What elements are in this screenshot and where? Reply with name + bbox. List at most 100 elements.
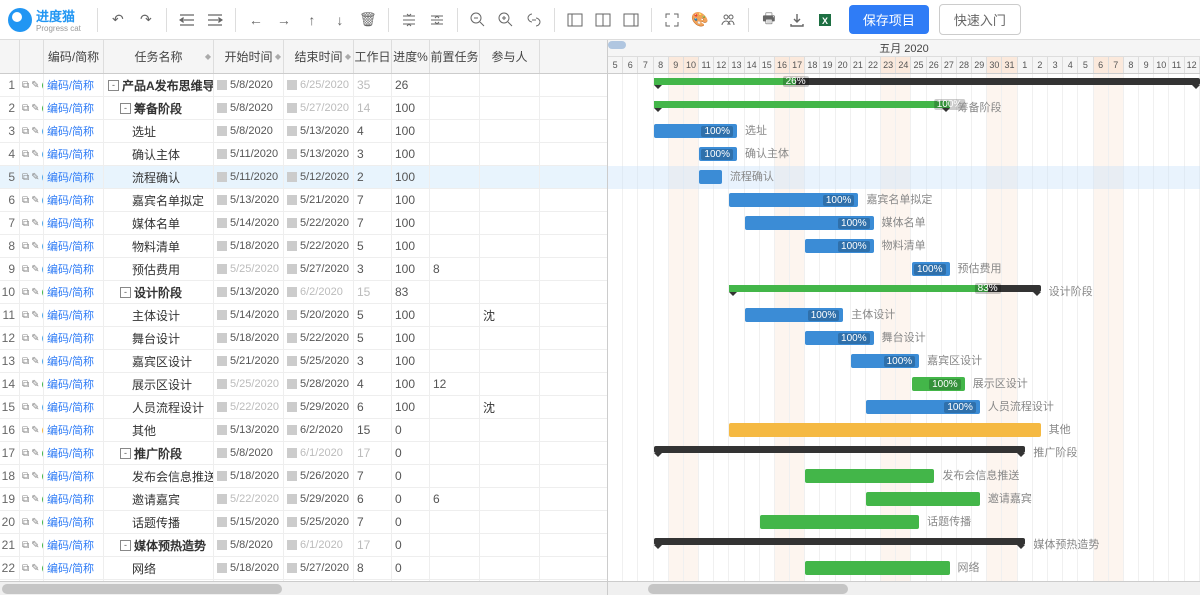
gantt-summary-bar[interactable]: 26% <box>654 78 1200 85</box>
edit-icon[interactable]: ✎ <box>31 333 39 344</box>
row-code[interactable]: 编码/简称 <box>44 327 104 349</box>
move-down-icon[interactable]: ↓ <box>328 8 352 32</box>
link-icon[interactable]: ⧉ <box>22 264 29 275</box>
outdent-icon[interactable] <box>175 8 199 32</box>
link-icon[interactable]: ⧉ <box>22 126 29 137</box>
link-icon[interactable]: ⧉ <box>22 402 29 413</box>
row-start[interactable]: 5/8/2020 <box>214 74 284 96</box>
gantt-task-bar[interactable]: 话题传播 <box>760 515 919 529</box>
link-icon[interactable]: ⧉ <box>22 471 29 482</box>
row-code[interactable]: 编码/简称 <box>44 488 104 510</box>
row-name[interactable]: 预估费用 <box>104 258 214 280</box>
row-name[interactable]: 舞台设计 <box>104 327 214 349</box>
expand-icon[interactable] <box>397 8 421 32</box>
gantt-task-bar[interactable]: 100%人员流程设计 <box>866 400 980 414</box>
row-end[interactable]: 5/22/2020 <box>284 235 354 257</box>
layout-2-icon[interactable] <box>591 8 615 32</box>
row-start[interactable]: 5/13/2020 <box>214 189 284 211</box>
row-end[interactable]: 6/2/2020 <box>284 419 354 441</box>
grid-row[interactable]: 11⧉✎编码/简称主体设计5/14/20205/20/20205100沈 <box>0 304 607 327</box>
row-end[interactable]: 5/27/2020 <box>284 258 354 280</box>
row-name[interactable]: -媒体预热造势 <box>104 534 214 556</box>
gantt-task-bar[interactable]: 100%展示区设计 <box>912 377 965 391</box>
row-start[interactable]: 5/25/2020 <box>214 373 284 395</box>
row-end[interactable]: 5/25/2020 <box>284 511 354 533</box>
row-name[interactable]: 媒体名单 <box>104 212 214 234</box>
link-icon[interactable]: ⧉ <box>22 80 29 91</box>
users-icon[interactable] <box>716 8 740 32</box>
grid-row[interactable]: 14⧉✎编码/简称展示区设计5/25/20205/28/2020410012 <box>0 373 607 396</box>
tree-toggle[interactable]: - <box>120 103 131 114</box>
excel-icon[interactable]: X <box>813 8 837 32</box>
move-up-icon[interactable]: ↑ <box>300 8 324 32</box>
edit-icon[interactable]: ✎ <box>31 356 39 367</box>
link-icon[interactable]: ⧉ <box>22 333 29 344</box>
row-code[interactable]: 编码/简称 <box>44 281 104 303</box>
gantt-task-bar[interactable]: 其他 <box>729 423 1040 437</box>
link-icon[interactable]: ⧉ <box>22 356 29 367</box>
link-icon[interactable]: ⧉ <box>22 379 29 390</box>
link-icon[interactable]: ⧉ <box>22 287 29 298</box>
edit-icon[interactable]: ✎ <box>31 402 39 413</box>
link-icon[interactable]: ⧉ <box>22 218 29 229</box>
quickstart-button[interactable]: 快速入门 <box>939 4 1021 35</box>
row-start[interactable]: 5/13/2020 <box>214 419 284 441</box>
row-name[interactable]: 嘉宾名单拟定 <box>104 189 214 211</box>
grid-hscroll[interactable] <box>0 581 607 595</box>
row-code[interactable]: 编码/简称 <box>44 350 104 372</box>
link-icon[interactable]: ⧉ <box>22 195 29 206</box>
row-name[interactable]: -设计阶段 <box>104 281 214 303</box>
row-end[interactable]: 5/20/2020 <box>284 304 354 326</box>
row-code[interactable]: 编码/简称 <box>44 258 104 280</box>
row-name[interactable]: 流程确认 <box>104 166 214 188</box>
row-end[interactable]: 5/27/2020 <box>284 97 354 119</box>
row-end[interactable]: 5/22/2020 <box>284 212 354 234</box>
edit-icon[interactable]: ✎ <box>31 540 39 551</box>
undo-icon[interactable]: ↶ <box>106 8 130 32</box>
row-name[interactable]: 话题传播 <box>104 511 214 533</box>
link-icon[interactable]: ⧉ <box>22 149 29 160</box>
edit-icon[interactable]: ✎ <box>31 287 39 298</box>
grid-row[interactable]: 6⧉✎编码/简称嘉宾名单拟定5/13/20205/21/20207100 <box>0 189 607 212</box>
header-pred[interactable]: 前置任务 <box>430 40 480 73</box>
row-end[interactable]: 5/13/2020 <box>284 143 354 165</box>
link-icon[interactable]: ⧉ <box>22 563 29 574</box>
save-button[interactable]: 保存项目 <box>849 5 929 34</box>
grid-row[interactable]: 2⧉✎编码/简称-筹备阶段5/8/20205/27/202014100 <box>0 97 607 120</box>
edit-icon[interactable]: ✎ <box>31 471 39 482</box>
row-name[interactable]: 邀请嘉宾 <box>104 488 214 510</box>
row-end[interactable]: 5/27/2020 <box>284 557 354 579</box>
row-code[interactable]: 编码/简称 <box>44 235 104 257</box>
edit-icon[interactable]: ✎ <box>31 172 39 183</box>
grid-row[interactable]: 5⧉✎编码/简称流程确认5/11/20205/12/20202100 <box>0 166 607 189</box>
edit-icon[interactable]: ✎ <box>31 126 39 137</box>
redo-icon[interactable]: ↷ <box>134 8 158 32</box>
tree-toggle[interactable]: - <box>120 448 131 459</box>
row-name[interactable]: 其他 <box>104 419 214 441</box>
row-start[interactable]: 5/14/2020 <box>214 304 284 326</box>
grid-row[interactable]: 7⧉✎编码/简称媒体名单5/14/20205/22/20207100 <box>0 212 607 235</box>
link-icon[interactable]: ⧉ <box>22 448 29 459</box>
link-icon[interactable]: ⧉ <box>22 517 29 528</box>
grid-row[interactable]: 1⧉✎编码/简称-产品A发布思维导图5/8/20206/25/20203526 <box>0 74 607 97</box>
tree-toggle[interactable]: - <box>108 80 119 91</box>
delete-icon[interactable]: 🗑 <box>356 8 380 32</box>
header-days[interactable]: 工作日 <box>354 40 392 73</box>
collapse-icon[interactable] <box>425 8 449 32</box>
move-right-icon[interactable]: → <box>272 8 296 32</box>
gantt-summary-bar[interactable]: 100%筹备阶段 <box>654 101 950 108</box>
header-name[interactable]: 任务名称◆ <box>104 40 214 73</box>
gantt-task-bar[interactable]: 100%嘉宾区设计 <box>851 354 919 368</box>
gantt-task-bar[interactable]: 邀请嘉宾 <box>866 492 980 506</box>
link-icon[interactable]: ⧉ <box>22 540 29 551</box>
row-start[interactable]: 5/21/2020 <box>214 350 284 372</box>
header-people[interactable]: 参与人 <box>480 40 540 73</box>
grid-row[interactable]: 15⧉✎编码/简称人员流程设计5/22/20205/29/20206100沈 <box>0 396 607 419</box>
row-end[interactable]: 5/28/2020 <box>284 373 354 395</box>
timeline-body[interactable]: 26%100%筹备阶段100%选址100%确认主体流程确认100%嘉宾名单拟定1… <box>608 74 1200 581</box>
gantt-summary-bar[interactable]: 媒体预热造势 <box>654 538 1026 545</box>
row-code[interactable]: 编码/简称 <box>44 511 104 533</box>
row-end[interactable]: 6/2/2020 <box>284 281 354 303</box>
grid-row[interactable]: 19⧉✎编码/简称邀请嘉宾5/22/20205/29/2020606 <box>0 488 607 511</box>
row-end[interactable]: 5/22/2020 <box>284 327 354 349</box>
